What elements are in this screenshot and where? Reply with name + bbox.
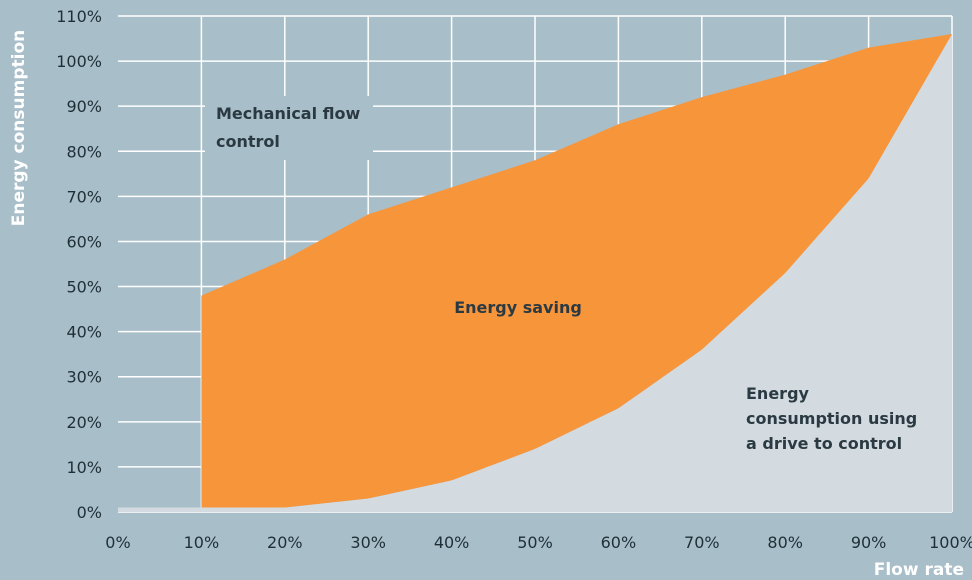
y-tick-label: 50%	[66, 278, 102, 297]
x-tick-label: 90%	[851, 533, 887, 552]
mechanical-flow-annotation: Mechanical flow control	[205, 96, 373, 160]
y-axis-ticks: 0% 10% 20% 30% 40% 50% 60% 70% 80% 90% 100% 110%	[56, 7, 102, 522]
drive-consumption-area	[118, 34, 952, 512]
y-tick-label: 70%	[66, 187, 102, 206]
energy-saving-annotation: Energy saving	[454, 298, 582, 317]
x-tick-label: 10%	[184, 533, 220, 552]
energy-saving-area	[201, 34, 952, 508]
y-tick-label: 30%	[66, 368, 102, 387]
y-tick-label: 110%	[56, 7, 102, 26]
y-tick-label: 90%	[66, 97, 102, 116]
x-axis-label: Flow rate	[874, 560, 964, 580]
drive-annotation-line: consumption using	[746, 409, 917, 428]
x-tick-label: 60%	[601, 533, 637, 552]
drive-consumption-annotation: Energy consumption using a drive to contro…	[746, 384, 917, 453]
x-tick-label: 100%	[929, 533, 972, 552]
x-axis-ticks: 0% 10% 20% 30% 40% 50% 60% 70% 80% 90% 100%	[105, 533, 972, 552]
y-axis-label: Energy consumption	[9, 30, 29, 227]
y-tick-label: 40%	[66, 323, 102, 342]
x-tick-label: 40%	[434, 533, 470, 552]
mechanical-annotation-line: control	[216, 132, 280, 151]
y-tick-label: 20%	[66, 413, 102, 432]
x-tick-label: 70%	[684, 533, 720, 552]
x-tick-label: 50%	[517, 533, 553, 552]
y-tick-label: 80%	[66, 142, 102, 161]
y-tick-label: 100%	[56, 52, 102, 71]
areas	[118, 34, 952, 512]
x-tick-label: 20%	[267, 533, 303, 552]
drive-annotation-line: Energy	[746, 384, 810, 403]
y-tick-label: 60%	[66, 232, 102, 251]
drive-annotation-line: a drive to control	[746, 434, 902, 453]
mechanical-annotation-background	[205, 96, 373, 160]
saving-annotation-line: Energy saving	[454, 298, 582, 317]
mechanical-annotation-line: Mechanical flow	[216, 104, 361, 123]
y-tick-label: 0%	[77, 503, 102, 522]
x-tick-label: 0%	[105, 533, 130, 552]
x-tick-label: 30%	[350, 533, 386, 552]
x-tick-label: 80%	[767, 533, 803, 552]
y-tick-label: 10%	[66, 458, 102, 477]
